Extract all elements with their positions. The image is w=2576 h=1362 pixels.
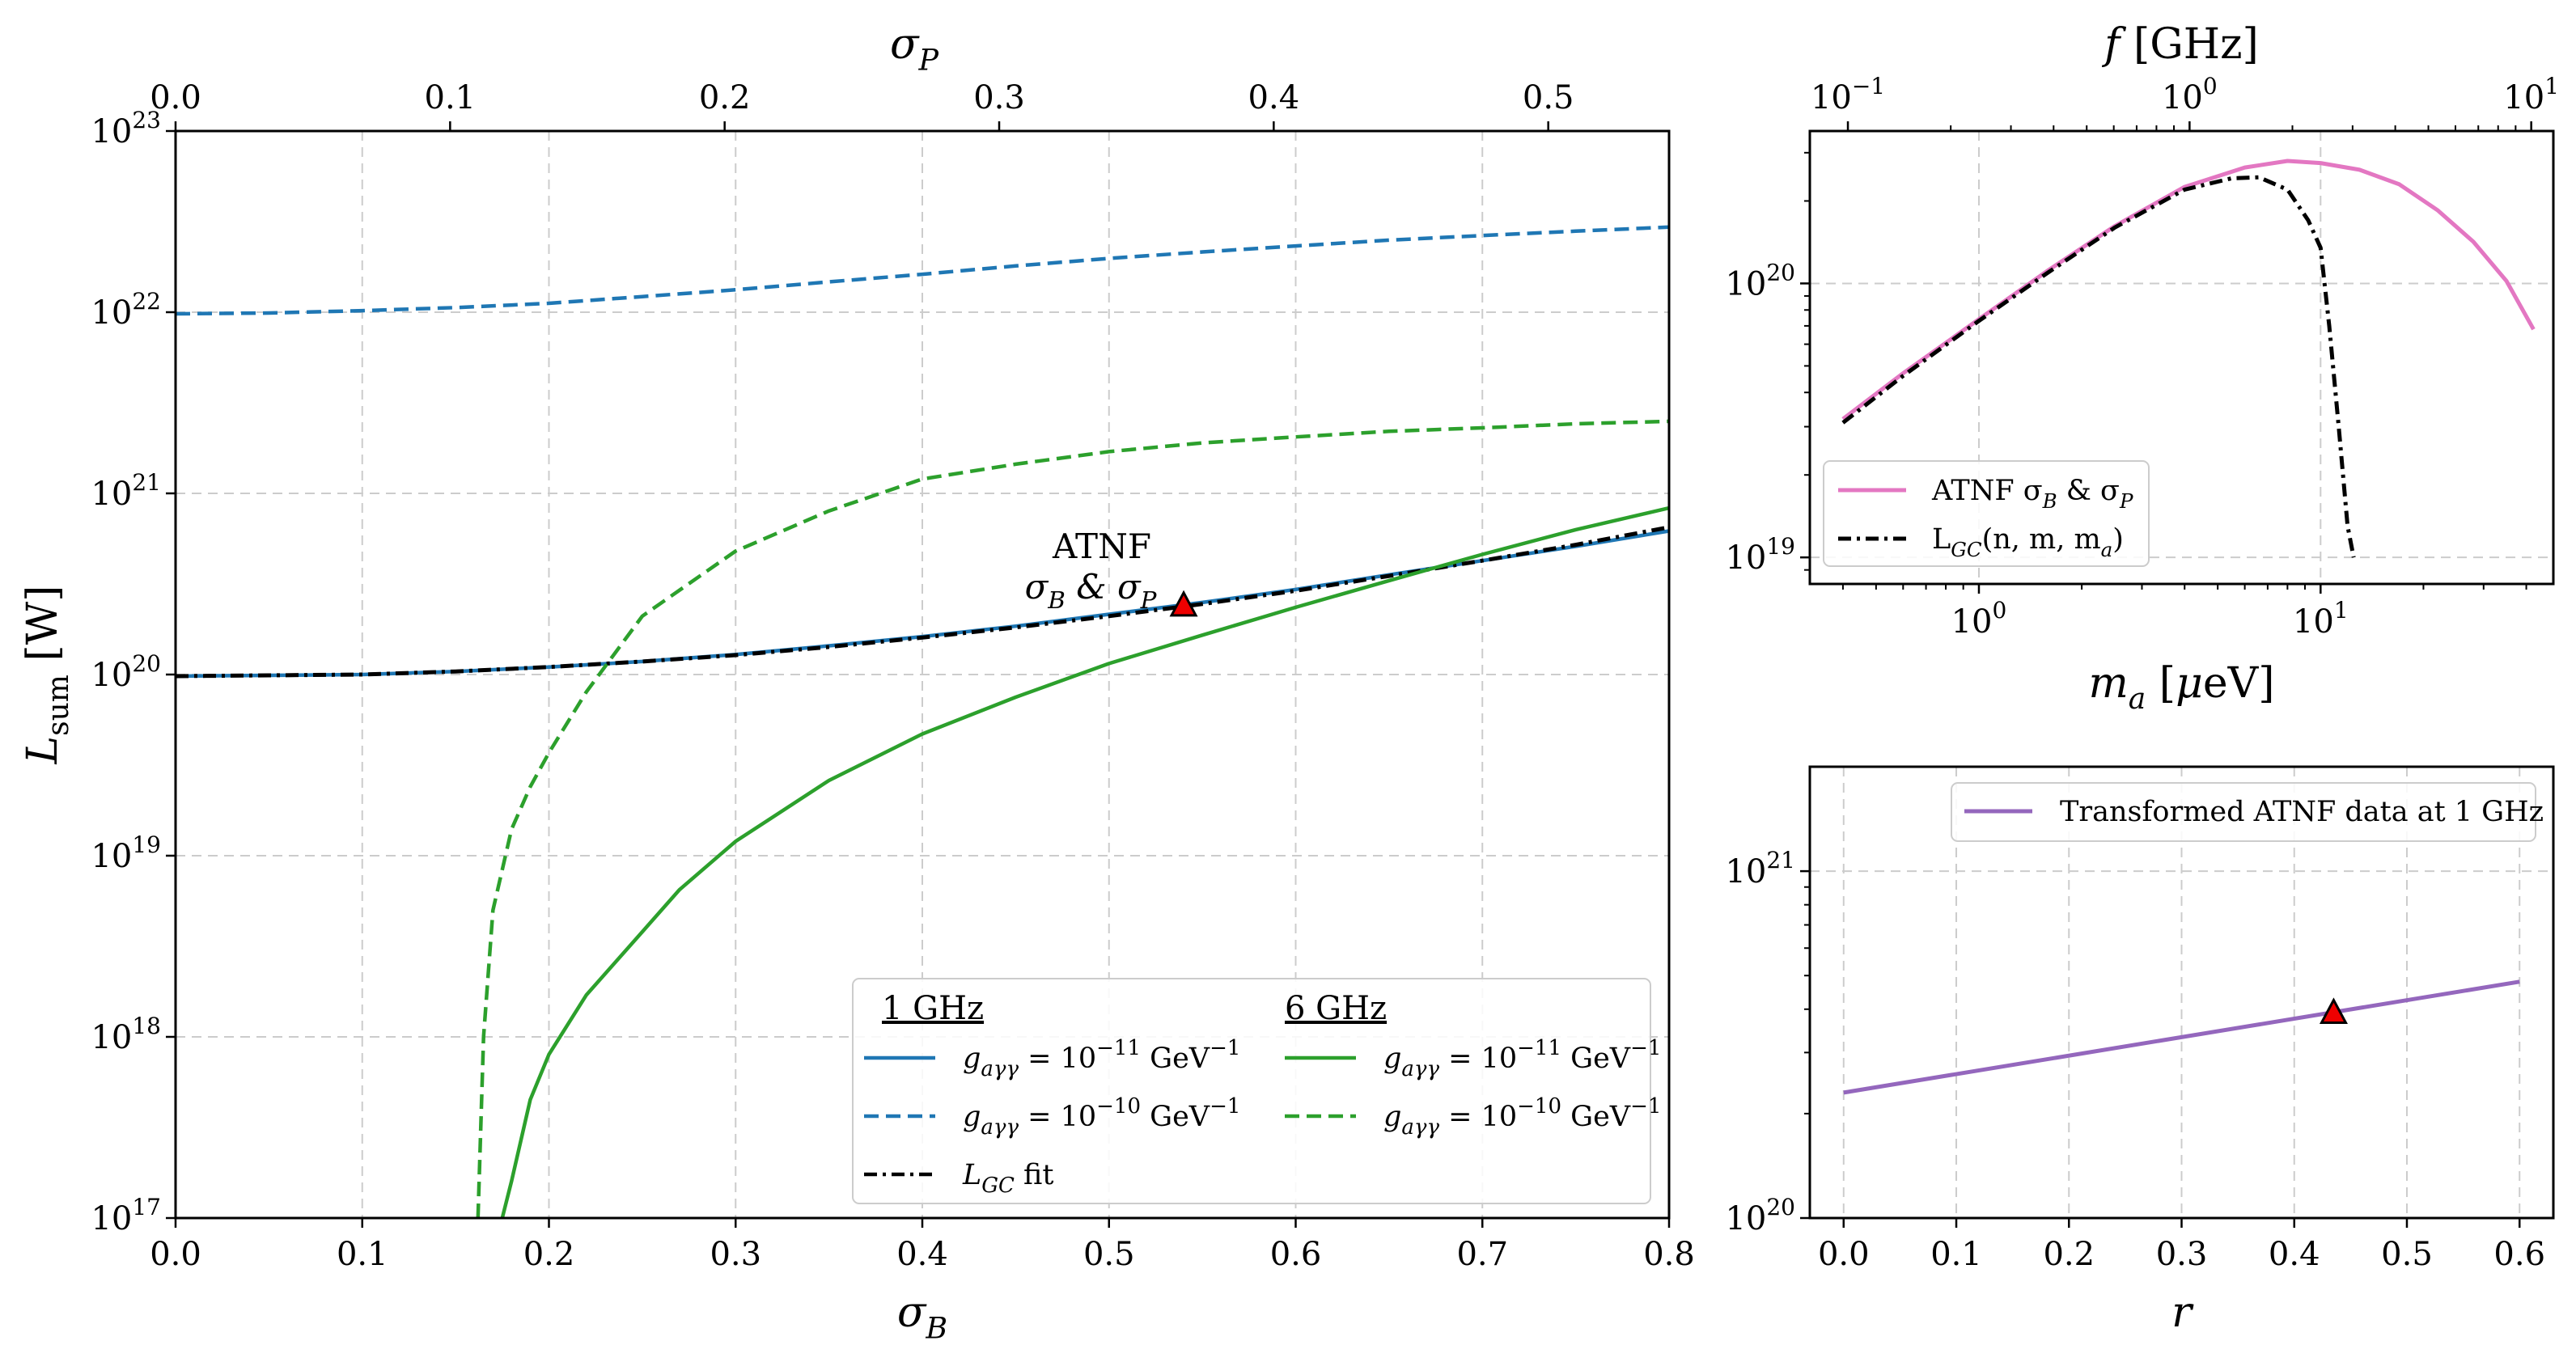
- y-tick-label: 1019: [1725, 533, 1795, 577]
- top-tick-label: 0.0: [150, 79, 201, 116]
- axes-frame: [1808, 129, 2555, 586]
- x-tick-label: 0.4: [2269, 1236, 2320, 1273]
- y-axis-label: Lsum [W]: [19, 586, 75, 765]
- x-tick-label: 0.5: [1083, 1236, 1135, 1273]
- atnf-marker: [1169, 590, 1198, 617]
- x-tick-label: 0.1: [1930, 1236, 1982, 1273]
- y-tick-label: 1022: [91, 288, 161, 332]
- legend-entry-label: gaγγ = 10−11 GeV−1: [963, 1036, 1240, 1081]
- legend-entry-label: Transformed ATNF data at 1 GHz: [2060, 796, 2544, 828]
- top-tick-label: 0.5: [1523, 79, 1574, 116]
- series-line: [1843, 979, 2520, 1095]
- y-tick-label: 1020: [1725, 1194, 1795, 1237]
- y-tick-label: 1019: [91, 831, 161, 875]
- x-tick-label: 0.3: [2156, 1236, 2208, 1273]
- x-tick-label: 0.6: [1270, 1236, 1322, 1273]
- x-tick-label: 0.2: [523, 1236, 575, 1273]
- legend-entry-label: ATNF σB & σP: [1931, 475, 2133, 513]
- x-tick-label: 0.8: [1643, 1236, 1695, 1273]
- x-tick-label: 0.3: [710, 1236, 761, 1273]
- x-axis-label: r: [2171, 1288, 2194, 1337]
- x-tick-label: 0.0: [1818, 1236, 1870, 1273]
- y-tick-label: 1021: [91, 469, 161, 513]
- top-tick-label: 0.1: [425, 79, 477, 116]
- x-tick-label: 0.6: [2493, 1236, 2545, 1273]
- top-axis-label: σP: [890, 20, 939, 78]
- legend-entry-label: LGC(n, m, ma): [1932, 523, 2124, 561]
- y-tick-label: 1018: [91, 1013, 161, 1056]
- y-tick-label: 1020: [1725, 259, 1795, 302]
- bottom-right-plot: 0.0 0.1 0.2 0.3 0.4 0.5 0.6 1020 1021 r Transforme…: [1725, 765, 2555, 1337]
- legend-title: 6 GHz: [1285, 990, 1387, 1027]
- x-tick-label: 0.1: [337, 1236, 388, 1273]
- top-tick-label: 0.4: [1248, 79, 1300, 116]
- legend-entry-label: gaγγ = 10−10 GeV−1: [1383, 1094, 1661, 1140]
- x-tick-label: 0.5: [2381, 1236, 2433, 1273]
- top-tick-label: 100: [2162, 73, 2218, 116]
- atnf-marker: [2319, 997, 2348, 1024]
- x-axis-label: σB: [897, 1288, 947, 1346]
- series-line: [1841, 159, 2536, 421]
- top-tick-label: 0.2: [699, 79, 751, 116]
- series-line: [476, 419, 1670, 1219]
- top-tick-label: 0.3: [973, 79, 1025, 116]
- y-tick-label: 1020: [91, 650, 161, 694]
- x-tick-label: 101: [2293, 597, 2349, 641]
- series-line: [1841, 175, 2356, 558]
- top-tick-label: 101: [2503, 73, 2559, 116]
- series-line: [500, 505, 1670, 1219]
- annotation-label: σB & σP: [1025, 567, 1158, 614]
- legend-entry-label: LGC fit: [962, 1159, 1053, 1198]
- x-tick-label: 0.7: [1456, 1236, 1508, 1273]
- x-tick-label: 100: [1951, 597, 2007, 641]
- legend-title: 1 GHz: [882, 990, 984, 1027]
- x-tick-label: 0.2: [2043, 1236, 2095, 1273]
- y-tick-label: 1021: [1725, 847, 1795, 890]
- legend-entry-label: gaγγ = 10−10 GeV−1: [963, 1094, 1240, 1140]
- top-tick-label: 10−1: [1811, 73, 1885, 116]
- x-tick-label: 0.0: [150, 1236, 201, 1273]
- y-tick-label: 1023: [91, 107, 161, 150]
- top-axis-label: f [GHz]: [2101, 20, 2259, 69]
- legend-entry-label: gaγγ = 10−11 GeV−1: [1383, 1036, 1661, 1081]
- series-line: [175, 225, 1670, 316]
- legend-box: [852, 978, 1651, 1204]
- top-right-plot: 100 101 10−1 100 101 1019 1020 ma [μeV] f [GHz] A…: [1725, 20, 2559, 716]
- annotation-label: ATNF: [1052, 527, 1151, 566]
- x-axis-label: ma [μeV]: [2088, 659, 2274, 716]
- x-tick-label: 0.4: [896, 1236, 948, 1273]
- legend-box: [1951, 782, 2536, 842]
- y-tick-label: 1017: [91, 1194, 161, 1237]
